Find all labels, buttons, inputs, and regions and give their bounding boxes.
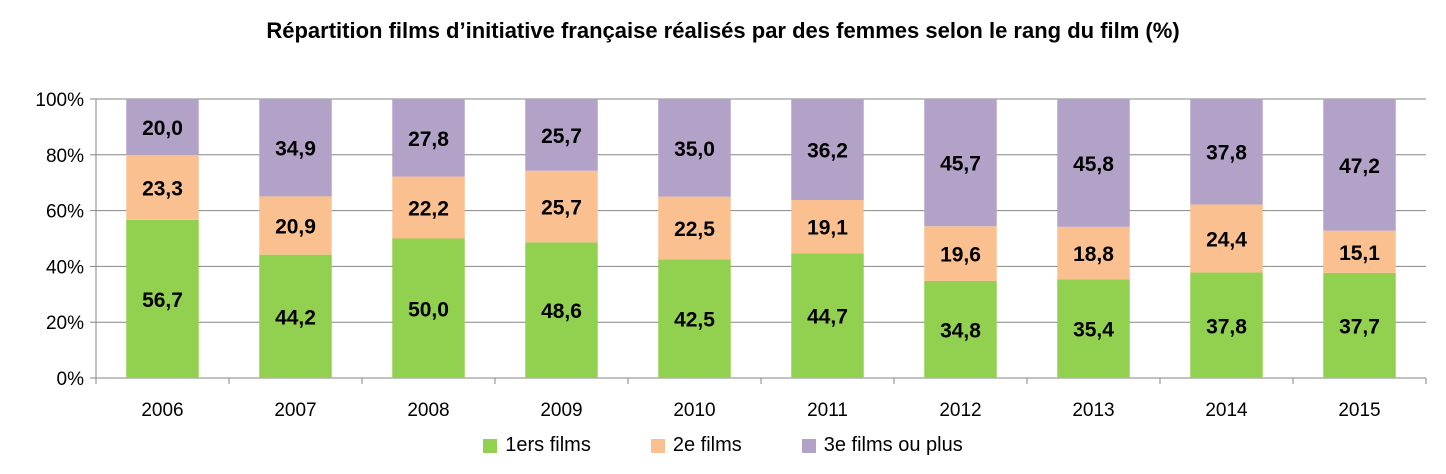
x-tick-label: 2010 <box>673 400 715 421</box>
data-label: 36,2 <box>807 139 848 162</box>
legend-label-second-films: 2e films <box>672 434 742 456</box>
bar-segment <box>791 99 864 200</box>
data-label: 22,2 <box>408 198 449 221</box>
y-tick-label: 0% <box>57 369 85 390</box>
x-tick-label: 2009 <box>540 400 582 421</box>
y-tick-label: 40% <box>46 257 84 278</box>
data-label: 42,5 <box>674 309 715 332</box>
legend-item-third-films: 3e films ou plus <box>801 434 963 457</box>
data-label: 20,9 <box>275 216 316 239</box>
data-label: 37,8 <box>1206 142 1247 165</box>
data-label: 20,0 <box>142 117 183 140</box>
data-label: 37,8 <box>1206 315 1247 338</box>
bar-segment <box>924 226 997 281</box>
bar-segment <box>1190 204 1263 273</box>
bar-segment <box>126 154 199 220</box>
chart-title: Répartition films d’initiative française… <box>266 18 1180 43</box>
bar-segment <box>658 259 731 378</box>
x-tick-label: 2013 <box>1072 400 1114 421</box>
bar-segment <box>791 253 864 378</box>
bar-segment <box>1057 226 1130 280</box>
x-tick-label: 2012 <box>939 400 981 421</box>
data-label: 45,7 <box>940 153 981 176</box>
data-label: 27,8 <box>408 128 449 151</box>
bar-segment <box>1190 99 1263 205</box>
bar-segment <box>126 219 199 378</box>
y-tick-label: 20% <box>46 313 84 334</box>
x-tick-label: 2007 <box>274 400 316 421</box>
data-label: 44,7 <box>807 306 848 329</box>
value-labels: 56,7 23,3 20,0 44,2 20,9 34,9 50,0 22,2 27,8 48,6… <box>142 117 1380 343</box>
bar-segment <box>924 99 997 227</box>
bar-segment <box>924 280 997 378</box>
bar-segment <box>658 99 731 197</box>
legend-swatch-third-films <box>801 438 816 453</box>
legend-item-second-films: 2e films <box>650 434 742 457</box>
data-label: 37,7 <box>1339 315 1380 338</box>
data-label: 48,6 <box>541 300 582 323</box>
data-label: 19,6 <box>940 244 981 267</box>
legend-swatch-first-films <box>483 438 498 453</box>
data-label: 44,2 <box>275 306 316 329</box>
legend-swatch-second-films <box>650 438 665 453</box>
x-tick-label: 2014 <box>1205 400 1248 421</box>
x-tick-label: 2006 <box>141 400 183 421</box>
bar-segment <box>525 99 598 171</box>
bar-segment <box>259 99 332 197</box>
data-label: 18,8 <box>1073 243 1114 266</box>
data-label: 22,5 <box>674 218 715 241</box>
data-label: 23,3 <box>142 177 183 200</box>
bar-segment <box>1057 279 1130 378</box>
bar-segment <box>525 170 598 243</box>
bar-segment <box>1323 99 1396 231</box>
data-label: 24,4 <box>1206 229 1247 252</box>
data-label: 19,1 <box>807 217 848 240</box>
data-label: 15,1 <box>1339 242 1380 265</box>
bars <box>126 99 1396 378</box>
data-label: 25,7 <box>541 125 582 148</box>
bar-segment <box>1057 99 1130 227</box>
legend: 1ers films 2e films 3e films ou plus <box>0 434 1446 457</box>
bar-segment <box>1323 230 1396 273</box>
data-label: 56,7 <box>142 289 183 312</box>
data-label: 47,2 <box>1339 155 1380 178</box>
bar-segment <box>126 99 199 155</box>
data-label: 45,8 <box>1073 153 1114 176</box>
bar-segment <box>791 199 864 254</box>
data-label: 50,0 <box>408 298 449 321</box>
bar-segment <box>1190 272 1263 378</box>
data-label: 35,4 <box>1073 319 1114 342</box>
x-tick-label: 2011 <box>807 400 848 421</box>
data-label: 25,7 <box>541 197 582 220</box>
bar-segment <box>525 242 598 378</box>
bar-segment <box>259 254 332 378</box>
y-tick-label: 100% <box>35 90 84 111</box>
bar-segment <box>392 176 465 239</box>
legend-label-third-films: 3e films ou plus <box>823 434 963 456</box>
bar-segment <box>392 238 465 378</box>
bar-segment <box>392 99 465 177</box>
legend-label-first-films: 1ers films <box>505 434 591 456</box>
bar-segment <box>1323 272 1396 378</box>
bar-segment <box>259 196 332 255</box>
x-tick-label: 2015 <box>1338 400 1380 421</box>
y-tick-label: 80% <box>46 146 84 167</box>
y-tick-label: 60% <box>46 202 84 223</box>
legend-item-first-films: 1ers films <box>483 434 591 457</box>
data-label: 34,9 <box>275 138 316 161</box>
data-label: 35,0 <box>674 138 715 161</box>
data-label: 34,8 <box>940 319 981 342</box>
bar-segment <box>658 196 731 260</box>
x-tick-label: 2008 <box>407 400 449 421</box>
